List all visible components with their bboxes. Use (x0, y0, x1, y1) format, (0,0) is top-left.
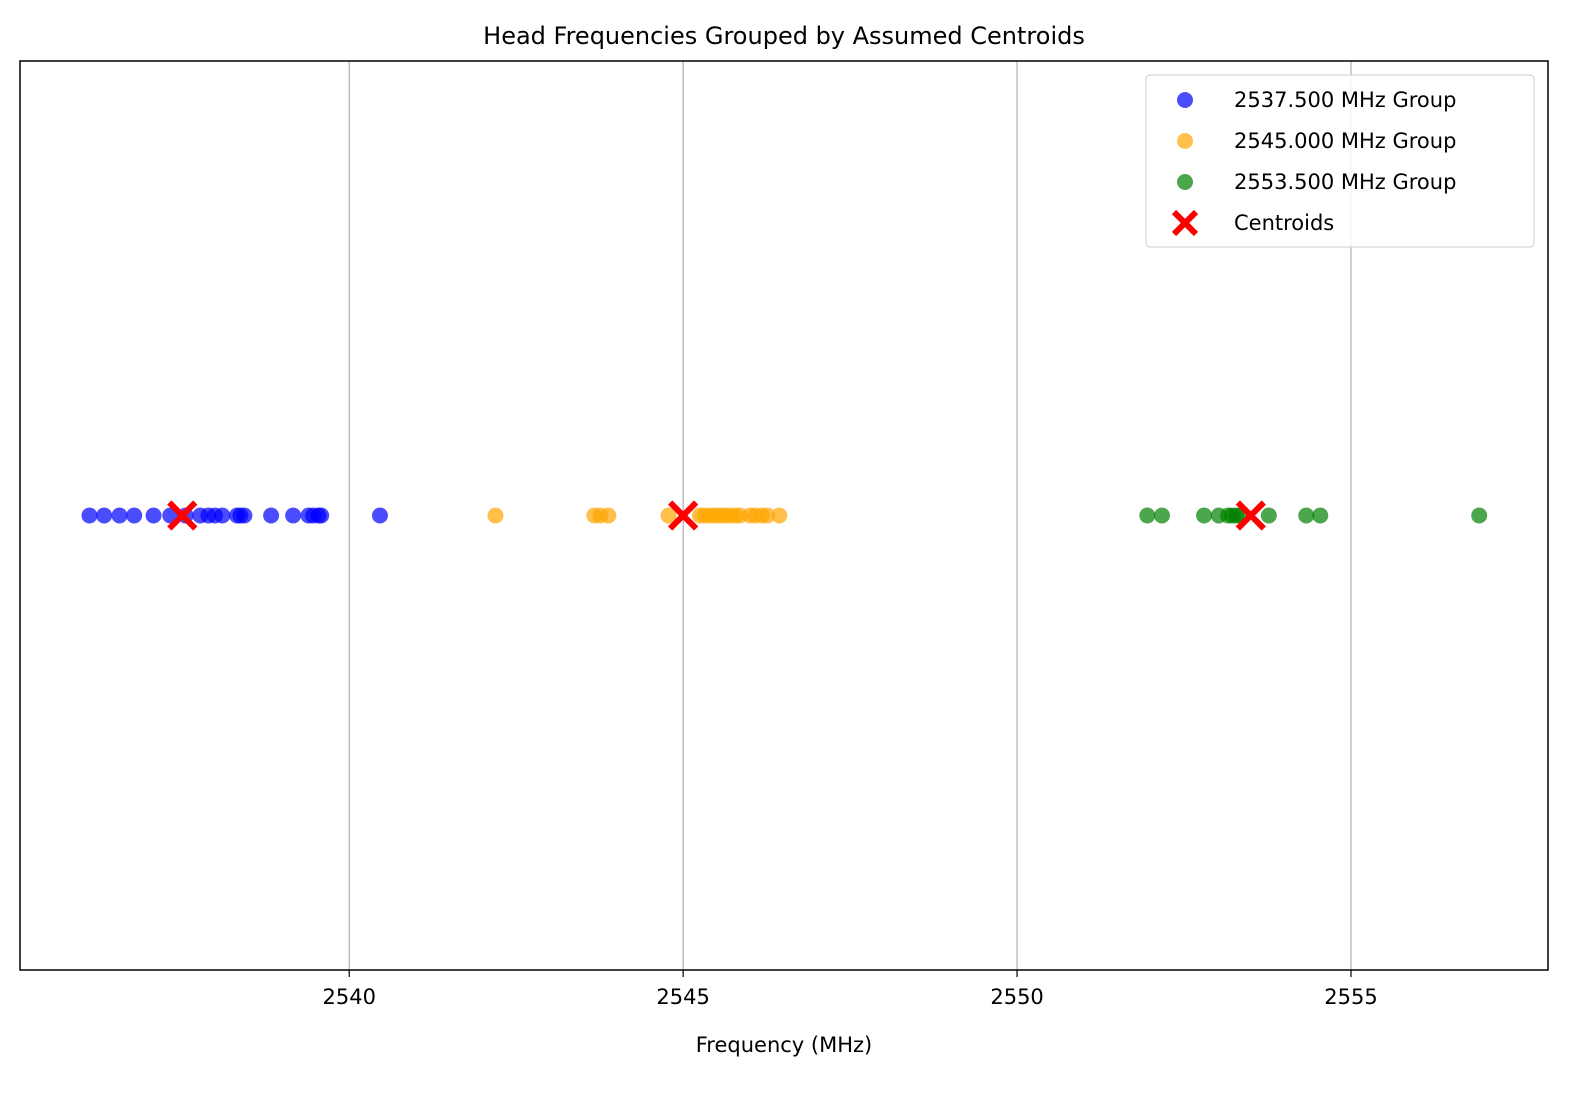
legend-marker (1177, 133, 1193, 149)
data-point-2 (487, 507, 504, 524)
data-point-3 (1312, 507, 1329, 524)
data-point-3 (1298, 507, 1315, 524)
data-point-1 (313, 507, 330, 524)
legend-label: 2553.500 MHz Group (1234, 170, 1456, 194)
x-tick-label: 2540 (323, 985, 376, 1009)
centroid-marker (668, 500, 699, 531)
data-point-1 (236, 507, 253, 524)
legend-marker (1177, 92, 1193, 108)
legend-label: Centroids (1234, 211, 1334, 235)
x-tick-label: 2545 (656, 985, 709, 1009)
data-point-2 (759, 507, 776, 524)
data-point-1 (111, 507, 128, 524)
data-point-3 (1260, 507, 1277, 524)
plot-frame (19, 60, 1549, 971)
data-point-1 (214, 507, 231, 524)
data-point-1 (145, 507, 162, 524)
legend-label: 2545.000 MHz Group (1234, 129, 1456, 153)
data-point-3 (1196, 507, 1213, 524)
x-axis-label: Frequency (MHz) (696, 1033, 872, 1057)
legend-label: 2537.500 MHz Group (1234, 88, 1456, 112)
data-point-1 (126, 507, 143, 524)
legend-marker-centroid (1171, 209, 1199, 237)
legend-marker (1177, 174, 1193, 190)
data-point-2 (660, 507, 677, 524)
data-point-1 (96, 507, 113, 524)
data-point-3 (1471, 507, 1488, 524)
chart-title: Head Frequencies Grouped by Assumed Cent… (483, 22, 1085, 50)
centroid-marker (1235, 500, 1266, 531)
data-point-2 (771, 507, 788, 524)
data-point-1 (263, 507, 280, 524)
data-point-1 (81, 507, 98, 524)
x-tick-label: 2550 (990, 985, 1043, 1009)
legend: 2537.500 MHz Group 2545.000 MHz Group 2553… (1145, 74, 1535, 248)
x-tick-label: 2555 (1324, 985, 1377, 1009)
data-point-1 (371, 507, 388, 524)
data-point-3 (1153, 507, 1170, 524)
centroid-marker (167, 500, 198, 531)
data-point-1 (285, 507, 302, 524)
data-point-3 (1139, 507, 1156, 524)
data-point-2 (600, 507, 617, 524)
